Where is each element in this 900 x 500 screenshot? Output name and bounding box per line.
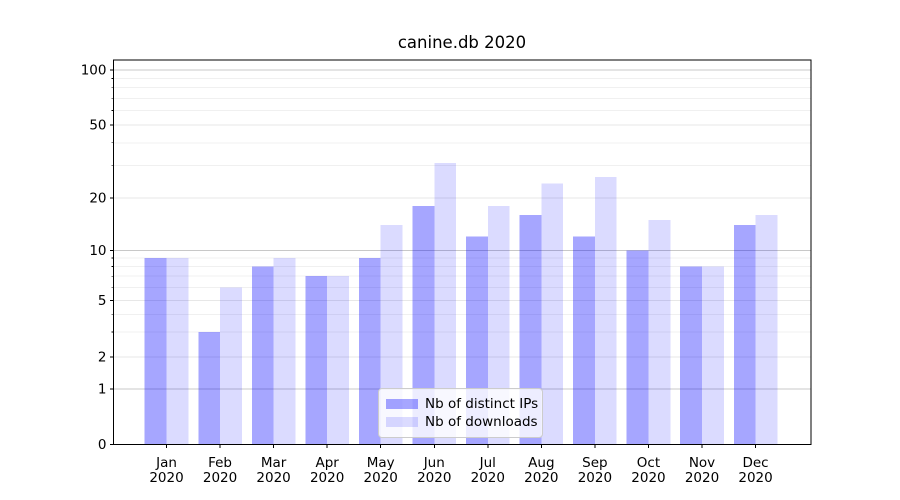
bar-downloads-oct <box>648 219 671 445</box>
x-tick-label-month: May <box>367 455 395 471</box>
x-tick-label-month: Jul <box>479 455 496 471</box>
x-tick-label-year: 2020 <box>631 470 665 486</box>
x-tick-label-month: Nov <box>689 455 715 471</box>
bar-downloads-apr <box>327 276 349 445</box>
legend-swatch-distinct-ips-icon <box>386 399 418 409</box>
x-tick-label-year: 2020 <box>417 470 451 486</box>
x-tick-label-year: 2020 <box>578 470 612 486</box>
plot-frame <box>113 59 812 445</box>
bar-distinct-ips-dec <box>733 225 756 445</box>
bar-downloads-jun <box>434 163 457 445</box>
bar-distinct-ips-oct <box>626 250 649 445</box>
y-tick-label: 2 <box>98 350 107 366</box>
bar-distinct-ips-sep <box>573 236 595 445</box>
x-tick-label-month: Aug <box>528 455 554 471</box>
y-tick-label: 50 <box>89 118 106 134</box>
x-tick-label-year: 2020 <box>256 470 290 486</box>
x-tick-label-month: Apr <box>315 455 339 471</box>
bar-distinct-ips-jun <box>412 205 435 445</box>
bar-distinct-ips-apr <box>305 276 328 445</box>
x-tick-label-year: 2020 <box>149 470 183 486</box>
legend-label-downloads: Nb of downloads <box>425 414 538 430</box>
y-tick-label: 100 <box>81 63 107 79</box>
x-tick-label-year: 2020 <box>738 470 772 486</box>
bar-distinct-ips-nov <box>680 266 702 445</box>
bar-downloads-dec <box>755 214 778 445</box>
bar-distinct-ips-mar <box>251 266 274 445</box>
x-tick-label-month: Jun <box>423 455 445 471</box>
x-tick-label-month: Jan <box>155 455 177 471</box>
bar-distinct-ips-may <box>358 258 381 445</box>
x-tick-label-year: 2020 <box>203 470 237 486</box>
bar-distinct-ips-feb <box>198 331 221 445</box>
legend: Nb of distinct IPs Nb of downloads <box>378 388 543 438</box>
y-tick-label: 0 <box>98 437 107 453</box>
bar-downloads-jan <box>166 258 189 445</box>
y-tick-label: 1 <box>98 382 107 398</box>
y-tick-label: 5 <box>98 293 107 309</box>
bar-downloads-nov <box>702 266 724 445</box>
bar-downloads-mar <box>273 258 296 445</box>
legend-item-downloads: Nb of downloads <box>386 413 542 431</box>
y-tick-label: 20 <box>89 191 106 207</box>
bar-distinct-ips-aug <box>519 214 542 445</box>
x-tick-label-year: 2020 <box>471 470 505 486</box>
legend-swatch-downloads-icon <box>386 417 418 427</box>
x-tick-label-month: Dec <box>742 455 768 471</box>
legend-item-distinct-ips: Nb of distinct IPs <box>386 395 542 413</box>
x-tick-label-year: 2020 <box>685 470 719 486</box>
x-tick-label-month: Oct <box>637 455 660 471</box>
x-tick-label-month: Feb <box>208 455 232 471</box>
x-tick-label-month: Mar <box>261 455 287 471</box>
x-tick-label-month: Sep <box>582 455 607 471</box>
bar-downloads-jul <box>487 205 510 445</box>
chart-title: canine.db 2020 <box>397 33 527 52</box>
bar-distinct-ips-jan <box>144 258 167 445</box>
x-tick-label-year: 2020 <box>524 470 558 486</box>
x-tick-label-year: 2020 <box>364 470 398 486</box>
x-tick-label-year: 2020 <box>310 470 344 486</box>
bar-downloads-aug <box>541 183 564 445</box>
bar-downloads-feb <box>220 287 242 445</box>
y-tick-label: 10 <box>89 243 106 259</box>
legend-label-distinct-ips: Nb of distinct IPs <box>425 396 539 412</box>
bar-downloads-sep <box>594 177 617 445</box>
